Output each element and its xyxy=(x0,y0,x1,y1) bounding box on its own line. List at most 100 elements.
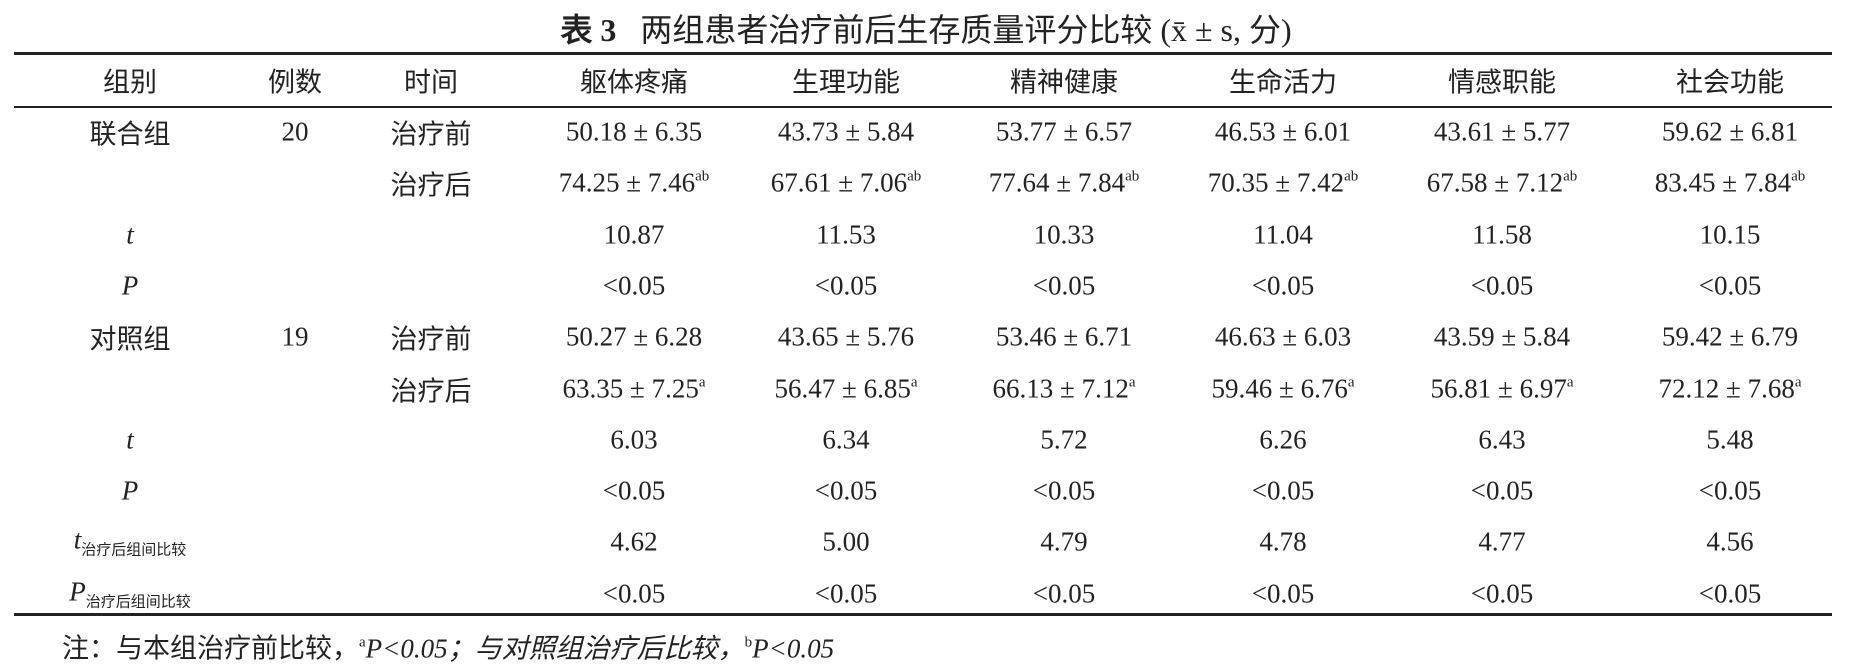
header-cell: 情感职能 xyxy=(1448,67,1556,98)
value-cell: 4.56 xyxy=(1706,526,1754,557)
value-cell: 67.58 ± 7.12ab xyxy=(1427,168,1578,199)
value-text: 70.35 ± 7.42 xyxy=(1207,167,1345,198)
table-label: 表 3 xyxy=(560,12,617,48)
header-cell: 生命活力 xyxy=(1229,67,1337,98)
value-sup: a xyxy=(1566,374,1574,390)
header-cell: 时间 xyxy=(404,67,458,98)
value-cell: 10.87 xyxy=(603,219,665,250)
value-cell: <0.05 xyxy=(814,270,878,301)
header-rule xyxy=(14,106,1832,108)
value-cell: <0.05 xyxy=(1698,578,1762,609)
value-cell: 10.33 xyxy=(1033,219,1095,250)
value-cell: <0.05 xyxy=(1032,270,1096,301)
title-text: 两组患者治疗前后生存质量评分比较 (x̄ ± s, 分) xyxy=(640,12,1292,48)
header-cell: 组别 xyxy=(103,67,157,98)
value-cell: 11.58 xyxy=(1472,219,1532,250)
value-cell: 67.61 ± 7.06ab xyxy=(771,168,922,199)
value-cell: 4.77 xyxy=(1478,526,1526,557)
value-cell: <0.05 xyxy=(602,578,666,609)
value-cell: <0.05 xyxy=(1698,475,1762,506)
top-rule xyxy=(14,52,1832,55)
value-cell: 63.35 ± 7.25a xyxy=(563,373,706,404)
value-cell: 4.79 xyxy=(1040,526,1088,557)
value-cell: 5.72 xyxy=(1040,424,1088,455)
group-cell: 联合组 xyxy=(89,119,171,150)
value-sup: ab xyxy=(907,168,922,185)
stat-cell: P xyxy=(122,476,139,507)
value-text: 67.61 ± 7.06 xyxy=(770,167,908,198)
value-text: 59.46 ± 6.76 xyxy=(1211,373,1348,403)
time-cell: 治疗后 xyxy=(390,376,472,406)
value-cell: <0.05 xyxy=(1698,270,1762,301)
value-sup: a xyxy=(698,374,706,390)
value-sup: ab xyxy=(1791,168,1806,185)
bottom-rule xyxy=(14,613,1832,616)
count-cell: 19 xyxy=(281,321,309,352)
stat-symbol: P xyxy=(121,475,139,506)
value-cell: <0.05 xyxy=(1032,475,1096,506)
header-cell: 生理功能 xyxy=(792,67,900,98)
value-sup: a xyxy=(1794,374,1802,390)
note-sup: a xyxy=(359,634,366,651)
time-cell: 治疗后 xyxy=(390,170,472,201)
header-cell: 例数 xyxy=(268,67,322,98)
note-sup: b xyxy=(744,634,753,651)
value-cell: 6.34 xyxy=(822,424,870,455)
header-cell: 躯体疼痛 xyxy=(580,67,688,98)
value-cell: <0.05 xyxy=(1032,578,1096,609)
value-cell: 5.48 xyxy=(1706,424,1754,455)
group-cell: 对照组 xyxy=(89,324,171,355)
value-sup: ab xyxy=(1344,168,1359,185)
value-cell: 6.03 xyxy=(610,424,658,455)
value-sup: a xyxy=(910,374,918,390)
value-cell: 59.46 ± 6.76a xyxy=(1212,373,1355,404)
value-text: 66.13 ± 7.12 xyxy=(992,373,1129,403)
stat-cell: t治疗后组间比较 xyxy=(74,525,187,560)
value-cell: 11.53 xyxy=(816,219,876,250)
value-cell: <0.05 xyxy=(1251,475,1315,506)
value-cell: <0.05 xyxy=(1251,270,1315,301)
note-text: 注：与本组治疗前比较， xyxy=(62,633,359,664)
value-cell: 4.62 xyxy=(610,526,658,557)
stat-symbol: t xyxy=(126,219,134,250)
value-cell: 6.26 xyxy=(1259,424,1307,455)
stat-symbol: P xyxy=(121,270,139,301)
value-text: 74.25 ± 7.46 xyxy=(558,167,696,198)
value-text: 77.64 ± 7.84 xyxy=(988,167,1126,198)
value-cell: 53.46 ± 6.71 xyxy=(995,321,1133,352)
stat-cell: P治疗后组间比较 xyxy=(69,576,191,611)
stat-cell: P xyxy=(122,270,139,301)
value-cell: 59.42 ± 6.79 xyxy=(1661,321,1799,352)
value-cell: 46.63 ± 6.03 xyxy=(1214,321,1352,352)
value-cell: 46.53 ± 6.01 xyxy=(1214,116,1352,147)
value-cell: 43.73 ± 5.84 xyxy=(777,116,915,147)
value-cell: <0.05 xyxy=(602,270,666,301)
value-cell: 43.65 ± 5.76 xyxy=(777,321,915,352)
stat-symbol: P xyxy=(69,575,86,606)
value-cell: 77.64 ± 7.84ab xyxy=(989,168,1140,199)
value-cell: 50.18 ± 6.35 xyxy=(565,116,703,147)
value-cell: 70.35 ± 7.42ab xyxy=(1208,168,1359,199)
stat-symbol: t xyxy=(126,424,134,455)
time-cell: 治疗前 xyxy=(390,119,472,150)
value-cell: 10.15 xyxy=(1699,219,1761,250)
value-sup: ab xyxy=(695,168,710,185)
count-cell: 20 xyxy=(281,116,309,147)
value-cell: 50.27 ± 6.28 xyxy=(565,321,703,352)
value-cell: 53.77 ± 6.57 xyxy=(995,116,1133,147)
value-cell: 4.78 xyxy=(1259,526,1307,557)
value-sup: ab xyxy=(1125,168,1140,185)
header-cell: 社会功能 xyxy=(1676,67,1784,98)
value-cell: 74.25 ± 7.46ab xyxy=(559,168,710,199)
note-text: P<0.05；与对照组治疗后比较， xyxy=(365,633,745,664)
value-cell: 43.61 ± 5.77 xyxy=(1433,116,1571,147)
value-sup: a xyxy=(1128,374,1136,390)
value-cell: <0.05 xyxy=(1470,475,1534,506)
value-cell: 59.62 ± 6.81 xyxy=(1661,116,1799,147)
value-cell: 56.81 ± 6.97a xyxy=(1431,373,1574,404)
value-cell: 83.45 ± 7.84ab xyxy=(1655,168,1806,199)
value-text: 56.47 ± 6.85 xyxy=(774,373,911,403)
value-cell: <0.05 xyxy=(814,578,878,609)
value-cell: <0.05 xyxy=(1251,578,1315,609)
